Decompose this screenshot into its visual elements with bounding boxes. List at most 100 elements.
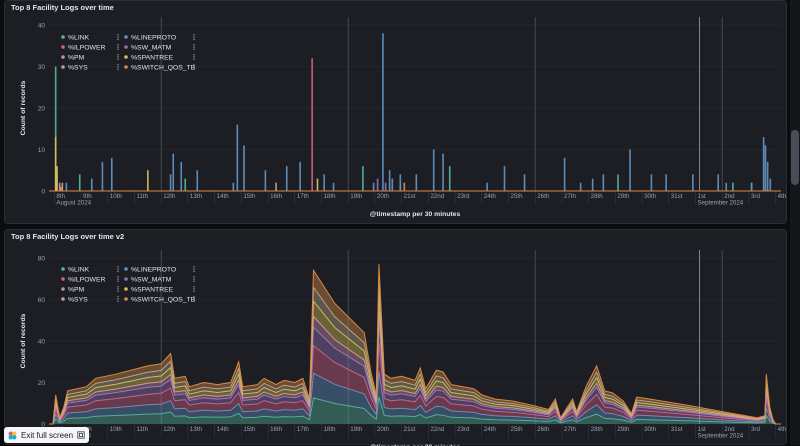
bar[interactable] [665, 174, 667, 191]
legend-item-menu-icon[interactable] [117, 48, 119, 50]
legend-item-label[interactable]: %SWITCH_QOS_TB [131, 296, 196, 303]
bar[interactable] [403, 182, 406, 191]
bar[interactable] [299, 161, 301, 191]
legend-item-menu-icon[interactable] [117, 296, 119, 298]
bar[interactable] [591, 178, 594, 191]
legend-item-menu-icon[interactable] [193, 280, 195, 282]
legend-item-menu-icon[interactable] [193, 290, 195, 292]
legend-item-label[interactable]: %SYS [68, 296, 88, 303]
bar[interactable] [316, 178, 319, 191]
legend-item-menu-icon[interactable] [193, 44, 195, 46]
bar[interactable] [54, 66, 57, 192]
bar[interactable] [376, 178, 379, 191]
legend-item-menu-icon[interactable] [193, 64, 195, 66]
legend-item-menu-icon[interactable] [193, 36, 195, 38]
bar[interactable] [180, 161, 183, 191]
area-series[interactable] [49, 342, 781, 425]
legend-item-menu-icon[interactable] [193, 288, 195, 290]
bar[interactable] [629, 149, 631, 192]
legend-item-menu-icon[interactable] [117, 34, 119, 36]
bar[interactable] [388, 170, 391, 191]
legend-item-menu-icon[interactable] [193, 278, 195, 280]
bar[interactable] [90, 178, 93, 191]
legend-item-menu-icon[interactable] [117, 300, 119, 302]
bar[interactable] [147, 170, 149, 191]
legend-item-menu-icon[interactable] [117, 58, 119, 60]
bar[interactable] [692, 174, 694, 191]
area-series[interactable] [49, 323, 781, 424]
bar[interactable] [448, 166, 451, 191]
legend-item-menu-icon[interactable] [193, 48, 195, 50]
scroll-thumb[interactable] [791, 130, 799, 185]
bar[interactable] [61, 182, 64, 191]
legend-item-label[interactable]: %PM [68, 54, 85, 61]
bar[interactable] [579, 182, 582, 191]
bar[interactable] [56, 166, 58, 191]
legend-item-menu-icon[interactable] [117, 38, 119, 40]
exit-full-screen-button[interactable]: Exit full screen [4, 427, 90, 443]
legend-item-menu-icon[interactable] [117, 56, 119, 58]
legend-item-menu-icon[interactable] [117, 64, 119, 66]
bar[interactable] [311, 58, 313, 192]
legend-item-label[interactable]: %SW_MATM [131, 44, 172, 51]
legend-item-menu-icon[interactable] [193, 270, 195, 272]
legend-item-menu-icon[interactable] [117, 44, 119, 46]
legend-item-label[interactable]: %LINEPROTO [131, 266, 176, 273]
bar[interactable] [54, 137, 57, 191]
bar[interactable] [184, 178, 187, 191]
bar[interactable] [442, 153, 444, 191]
legend-item-menu-icon[interactable] [117, 286, 119, 288]
legend-item-label[interactable]: %LINEPROTO [131, 34, 176, 41]
bar[interactable] [78, 174, 81, 191]
bar[interactable] [382, 33, 384, 191]
area-series[interactable] [49, 396, 781, 424]
legend-item-menu-icon[interactable] [117, 36, 119, 38]
legend-item-label[interactable]: %LINK [68, 266, 90, 273]
legend-item-menu-icon[interactable] [117, 280, 119, 282]
bar[interactable] [172, 153, 175, 191]
area-series[interactable] [49, 264, 781, 424]
bar[interactable] [110, 157, 113, 191]
bar[interactable] [617, 174, 619, 191]
page-scrollbar[interactable] [790, 0, 800, 445]
legend-item-menu-icon[interactable] [117, 278, 119, 280]
bar[interactable] [650, 174, 653, 191]
bar[interactable] [275, 182, 277, 191]
legend-item-menu-icon[interactable] [117, 270, 119, 272]
bar[interactable] [372, 182, 375, 191]
legend-item-menu-icon[interactable] [193, 68, 195, 70]
bar[interactable] [391, 178, 394, 191]
legend-item-menu-icon[interactable] [193, 268, 195, 270]
legend-item-menu-icon[interactable] [193, 276, 195, 278]
bar[interactable] [486, 182, 488, 191]
bar[interactable] [602, 174, 605, 191]
bar[interactable] [169, 174, 172, 191]
legend-item-label[interactable]: %SWITCH_QOS_TB [131, 64, 196, 71]
bar[interactable] [415, 174, 418, 191]
legend-item-menu-icon[interactable] [193, 58, 195, 60]
legend-item-menu-icon[interactable] [193, 296, 195, 298]
legend-item-menu-icon[interactable] [193, 56, 195, 58]
bar[interactable] [717, 174, 720, 191]
bar[interactable] [101, 161, 104, 191]
legend-item-menu-icon[interactable] [193, 46, 195, 48]
chart-svg-2[interactable]: 8060402008thAugust 20249th10th11th12th13… [5, 230, 788, 446]
bar[interactable] [65, 182, 68, 191]
legend-item-menu-icon[interactable] [117, 54, 119, 56]
legend-item-menu-icon[interactable] [193, 54, 195, 56]
bar[interactable] [769, 178, 772, 191]
legend-item-label[interactable]: %ILPOWER [68, 44, 105, 51]
bar[interactable] [764, 145, 767, 191]
legend-item-menu-icon[interactable] [193, 286, 195, 288]
legend-item-menu-icon[interactable] [117, 268, 119, 270]
bar[interactable] [725, 182, 728, 191]
bar[interactable] [766, 161, 769, 191]
legend-item-label[interactable]: %SPANTREE [131, 54, 174, 61]
legend-item-menu-icon[interactable] [117, 68, 119, 70]
legend-item-label[interactable]: %ILPOWER [68, 276, 105, 283]
legend-item-menu-icon[interactable] [117, 46, 119, 48]
bar[interactable] [323, 174, 325, 191]
bar[interactable] [399, 174, 402, 191]
legend-item-menu-icon[interactable] [193, 38, 195, 40]
legend-item-menu-icon[interactable] [193, 300, 195, 302]
